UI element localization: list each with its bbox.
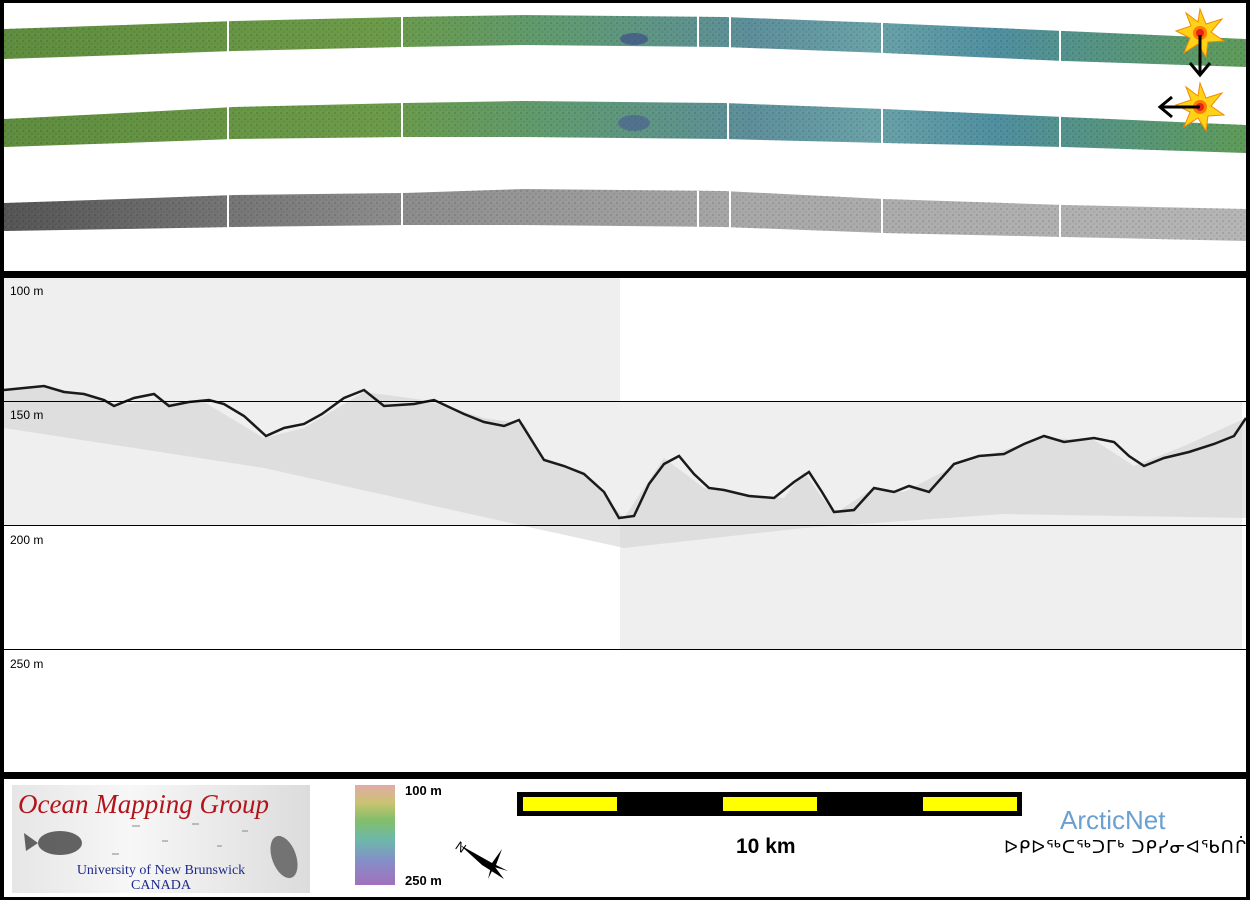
depth-profile-panel: 100 m 150 m 200 m 250 m [4,278,1246,772]
arcticnet-logo-title: ArcticNet [1060,805,1166,835]
logo-country: CANADA [131,878,191,893]
scale-bar-label: 10 km [736,835,796,858]
legend-panel: Ocean Mapping Group University of New Br… [4,779,1246,897]
swath-strip-shaded-east [4,101,1246,153]
scale-bar-segment [723,797,817,811]
depth-label-200: 200 m [10,533,44,547]
logo-title: Ocean Mapping Group [18,789,269,819]
depth-gridline-150 [4,401,1246,402]
north-arrow-icon: N [453,838,508,879]
logo-university: University of New Brunswick [76,863,246,878]
scale-bar-segment [523,797,617,811]
arrow-down-icon [1188,35,1212,78]
swath-strips [4,7,1246,241]
scale-bar [517,792,1022,816]
colorbar-top-label: 100 m [405,783,442,798]
scale-bar-segment [923,797,1017,811]
swath-panel [4,3,1246,271]
depth-gridline-250 [4,649,1246,650]
ocean-mapping-group-logo: Ocean Mapping Group University of New Br… [12,785,310,893]
depth-label-150: 150 m [10,408,44,422]
colorbar-bottom-label: 250 m [405,873,442,888]
depth-label-100: 100 m [10,284,44,298]
arcticnet-logo-subtitle: ᐅᑭᐅᖅᑕᖅᑐᒥᒃ ᑐᑭᓯᓂᐊᖃᑎᒌᑦ [1004,837,1246,857]
swath-strip-backscatter [4,189,1246,241]
sun-icon [1174,7,1226,59]
seafloor-trace [4,384,1246,520]
depth-label-250: 250 m [10,657,44,671]
arrow-left-icon [1157,95,1200,119]
swath-strip-shaded-north [4,15,1246,67]
depth-colorbar [355,785,395,885]
depth-gridline-200 [4,525,1246,526]
svg-text:N: N [453,838,469,856]
fish-icon [24,823,298,879]
